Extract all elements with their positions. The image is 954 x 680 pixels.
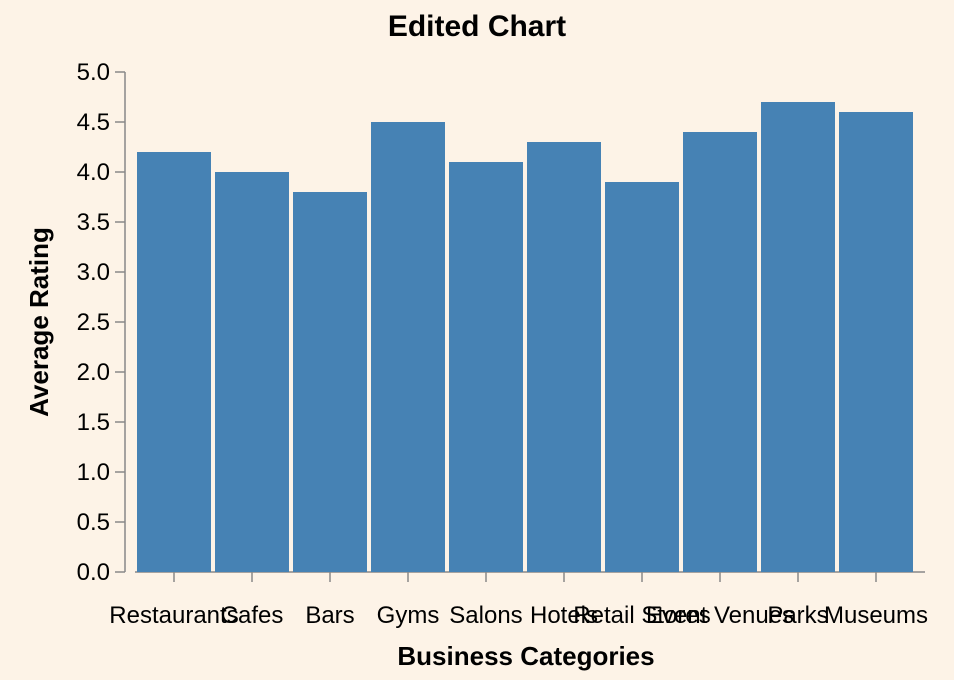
x-tick-label: Parks	[767, 602, 828, 629]
x-axis-title: Business Categories	[397, 641, 654, 671]
y-tick-label: 2.5	[77, 309, 110, 336]
bars-group	[137, 102, 913, 572]
x-tick-label: Restaurants	[109, 602, 238, 629]
x-tick-label: Bars	[305, 602, 354, 629]
y-tick-label: 4.5	[77, 109, 110, 136]
y-tick-label: 3.0	[77, 259, 110, 286]
y-tick-label: 0.0	[77, 559, 110, 586]
bar-restaurants	[137, 152, 211, 572]
bar-bars	[293, 192, 367, 572]
bar-salons	[449, 162, 523, 572]
bar-parks	[761, 102, 835, 572]
x-tick-label: Salons	[449, 602, 522, 629]
bar-hotels	[527, 142, 601, 572]
bar-museums	[839, 112, 913, 572]
x-tick-label: Cafes	[221, 602, 284, 629]
y-tick-label: 1.5	[77, 409, 110, 436]
y-tick-label: 5.0	[77, 59, 110, 86]
y-tick-label: 4.0	[77, 159, 110, 186]
y-tick-label: 1.0	[77, 459, 110, 486]
x-tick-label: Gyms	[377, 602, 440, 629]
bar-gyms	[371, 122, 445, 572]
bar-cafes	[215, 172, 289, 572]
x-tick-label: Hotels	[530, 602, 598, 629]
y-tick-label: 2.0	[77, 359, 110, 386]
x-tick-label: Event Venues	[646, 602, 794, 629]
y-tick-label: 0.5	[77, 509, 110, 536]
bar-retail-stores	[605, 182, 679, 572]
chart-title: Edited Chart	[388, 10, 566, 43]
y-axis-title: Average Rating	[24, 227, 54, 417]
x-tick-label: Retail Stores	[573, 602, 710, 629]
y-axis: 0.0 0.5 1.0 1.5 2.0 2.5 3.0 3.5 4.0 4.5 5.0	[77, 59, 126, 586]
x-tick-label: Museums	[824, 602, 928, 629]
y-tick-label: 3.5	[77, 209, 110, 236]
bar-event-venues	[683, 132, 757, 572]
